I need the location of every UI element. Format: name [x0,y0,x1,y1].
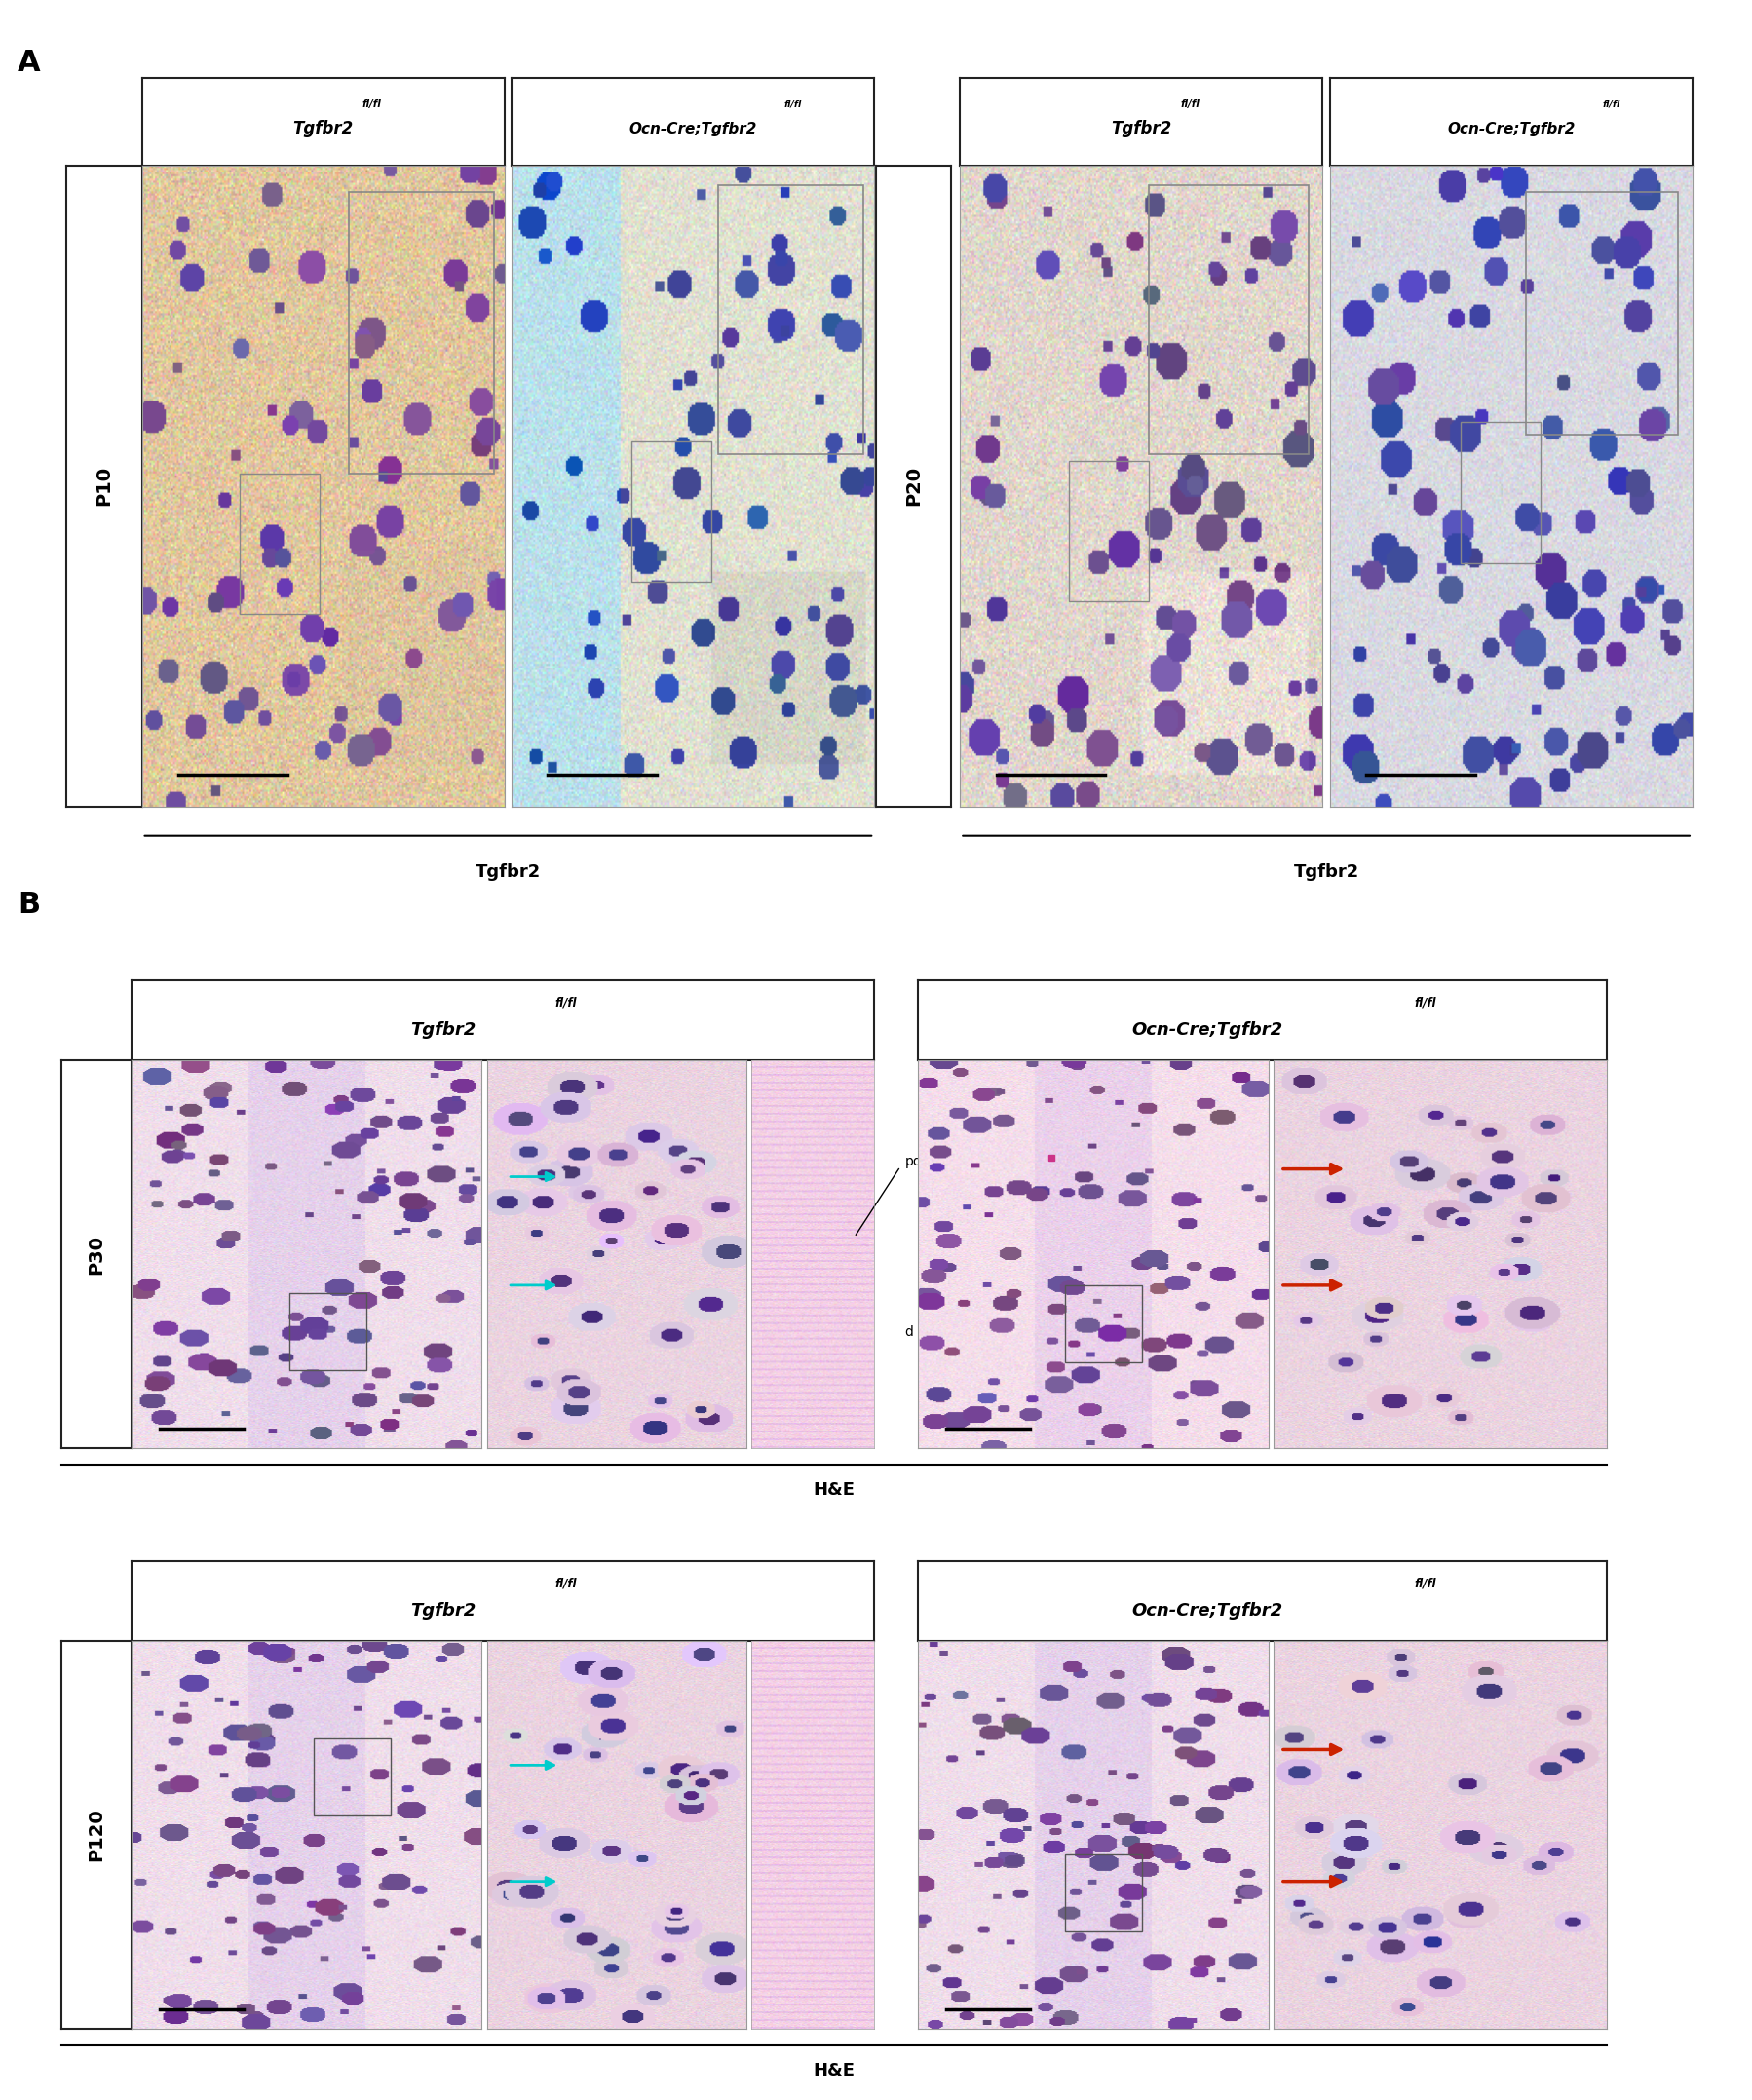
Text: P20: P20 [904,466,923,506]
Bar [349,191,494,472]
Text: Tgfbr2: Tgfbr2 [410,1021,477,1040]
Text: Tgfbr2: Tgfbr2 [1293,863,1360,880]
Bar [631,441,711,582]
Text: fl/fl: fl/fl [1181,99,1200,109]
Text: Ocn-Cre;Tgfbr2: Ocn-Cre;Tgfbr2 [1447,122,1575,137]
Text: A: A [18,48,40,76]
Text: fl/fl: fl/fl [555,1577,576,1590]
Text: P120: P120 [88,1808,105,1861]
Bar [1065,1285,1142,1363]
Text: Tgfbr2: Tgfbr2 [1111,120,1172,139]
Text: Ocn-Cre;Tgfbr2: Ocn-Cre;Tgfbr2 [629,122,757,137]
Bar [1461,422,1540,563]
Text: H&E: H&E [813,1483,855,1499]
Text: Ocn-Cre;Tgfbr2: Ocn-Cre;Tgfbr2 [1132,1602,1282,1619]
Text: Ocn-Cre;Tgfbr2: Ocn-Cre;Tgfbr2 [1132,1021,1282,1040]
Text: Tgfbr2: Tgfbr2 [410,1602,477,1619]
Bar [1526,191,1678,435]
Text: fl/fl: fl/fl [1414,1577,1435,1590]
Text: fl/fl: fl/fl [555,998,576,1010]
Text: B: B [18,890,40,918]
Bar [1065,1854,1142,1932]
Text: fl/fl: fl/fl [363,99,382,109]
Bar [289,1294,366,1371]
Text: fl/fl: fl/fl [1414,998,1435,1010]
Bar [314,1739,391,1816]
Text: fl/fl: fl/fl [785,101,802,109]
Text: H&E: H&E [813,2062,855,2079]
Text: fl/fl: fl/fl [1603,101,1621,109]
Text: pd: pd [906,1155,922,1168]
Bar [718,185,864,454]
Text: d: d [906,1325,913,1338]
Text: Tgfbr2: Tgfbr2 [475,863,541,880]
Text: P10: P10 [95,466,114,506]
Text: Tgfbr2: Tgfbr2 [293,120,354,139]
Bar [1149,185,1309,454]
Text: P30: P30 [88,1235,105,1275]
Bar [240,472,319,615]
Bar [1069,460,1149,601]
